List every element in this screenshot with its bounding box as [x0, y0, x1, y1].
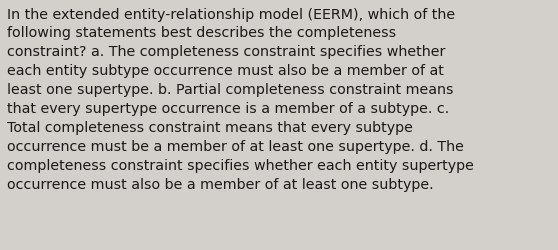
Text: In the extended entity-relationship model (EERM), which of the
following stateme: In the extended entity-relationship mode… — [7, 8, 474, 191]
